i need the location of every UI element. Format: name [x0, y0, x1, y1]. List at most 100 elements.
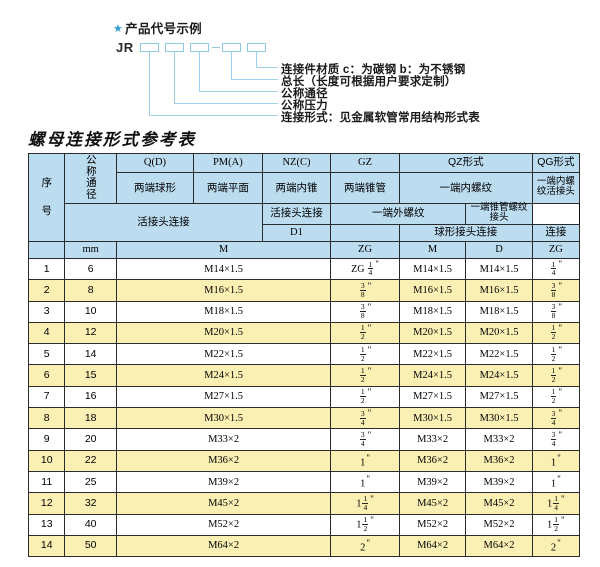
- row-thread-m: M18×1.5: [115, 300, 332, 323]
- header-endtype-qz: 一端内螺纹: [398, 171, 533, 205]
- code-box-2: [165, 43, 184, 52]
- table-row: 1 6 M14×1.5 ZG 1 4 " M14×1.5 M14×1.5 1 4 ": [27, 257, 581, 281]
- row-thread-m: M52×2: [115, 513, 332, 536]
- callout-bore: 公称通径: [281, 88, 328, 100]
- nut-connection-spec-table: 序 号 公称通径 Q(D) PM(A) NZ(C) GZ QZ形式 QG形式 两…: [27, 152, 581, 558]
- leader-line-length-h: [231, 79, 278, 81]
- row-qz-d: M64×2: [465, 534, 533, 558]
- row-qz-d: M16×1.5: [465, 279, 533, 302]
- code-box-1: [140, 43, 159, 52]
- row-qz-m: M39×2: [398, 470, 467, 494]
- table-row: 13 40 M52×2 1 1 2 " M52×2 M52×2 1 1 2 ": [27, 513, 581, 536]
- leader-line-length-v: [231, 52, 233, 80]
- row-gz-size: 3 4 ": [330, 428, 400, 451]
- row-gz-size: 3 4 ": [330, 407, 400, 430]
- row-thread-m: M22×1.5: [115, 343, 332, 366]
- row-gz-size: 1 1 4 ": [330, 492, 400, 515]
- product-code-prefix: JR: [116, 40, 134, 55]
- header-sym-qz-d: D: [465, 240, 533, 259]
- header-code-q: Q(D): [115, 153, 195, 173]
- header-row-end-types: 两端球形 两端平面 两端内锥 两端锥管 一端内螺纹 一端内螺纹活接头: [29, 171, 581, 205]
- callout-material: 连接件材质 c：为碳钢 b：为不锈钢: [281, 64, 466, 76]
- row-qz-m: M27×1.5: [398, 385, 467, 409]
- row-qg-zg: 3 8 ": [531, 279, 581, 302]
- row-qg-zg: 3 8 ": [531, 300, 581, 323]
- row-seq: 14: [27, 534, 66, 558]
- header-code-nz: NZ(C): [261, 153, 332, 173]
- row-thread-m: M14×1.5: [115, 257, 332, 281]
- header-endtype-nz: 两端内锥: [261, 171, 332, 205]
- row-nominal-bore: 22: [64, 449, 117, 472]
- row-thread-m: M33×2: [115, 428, 332, 451]
- header-conn-gz-blank: [330, 223, 400, 242]
- row-thread-m: M27×1.5: [115, 385, 332, 409]
- row-nominal-bore: 25: [64, 470, 117, 494]
- row-thread-m: M20×1.5: [115, 321, 332, 345]
- header-conn-qg-1: 一端锥管螺纹接头: [465, 203, 533, 225]
- row-nominal-bore: 32: [64, 492, 117, 515]
- product-code-heading-text: 产品代号示例: [125, 22, 202, 36]
- row-seq: 6: [27, 364, 66, 387]
- row-thread-m: M64×2: [115, 534, 332, 558]
- row-qz-d: M39×2: [465, 470, 533, 494]
- row-gz-size: ZG 1 4 ": [330, 257, 400, 281]
- row-seq: 7: [27, 385, 66, 409]
- row-qz-m: M24×1.5: [398, 364, 467, 387]
- header-seq: 序 号: [27, 153, 66, 242]
- row-thread-m: M16×1.5: [115, 279, 332, 302]
- row-qz-m: M14×1.5: [398, 257, 467, 281]
- header-sym-qz-m: M: [398, 240, 467, 259]
- row-qz-d: M18×1.5: [465, 300, 533, 323]
- row-qz-d: M27×1.5: [465, 385, 533, 409]
- table-row: 3 10 M18×1.5 3 8 " M18×1.5 M18×1.5 3 8 ": [27, 300, 581, 323]
- row-thread-m: M36×2: [115, 449, 332, 472]
- row-thread-m: M30×1.5: [115, 407, 332, 430]
- table-row: 4 12 M20×1.5 1 2 " M20×1.5 M20×1.5 1 2 ": [27, 321, 581, 345]
- row-nominal-bore: 40: [64, 513, 117, 536]
- row-qz-m: M33×2: [398, 428, 467, 451]
- table-row: 5 14 M22×1.5 1 2 " M22×1.5 M22×1.5 1 2 ": [27, 343, 581, 366]
- table-row: 6 15 M24×1.5 1 2 " M24×1.5 M24×1.5 1 2 ": [27, 364, 581, 387]
- row-thread-m: M45×2: [115, 492, 332, 515]
- row-thread-m: M24×1.5: [115, 364, 332, 387]
- row-qz-m: M16×1.5: [398, 279, 467, 302]
- row-seq: 10: [27, 449, 66, 472]
- table-row: 9 20 M33×2 3 4 " M33×2 M33×2 3 4 ": [27, 428, 581, 451]
- header-seq-blank: [27, 240, 66, 259]
- row-qz-m: M52×2: [398, 513, 467, 536]
- row-gz-size: 1 1 2 ": [330, 513, 400, 536]
- row-nominal-bore: 6: [64, 257, 117, 281]
- row-gz-size: 1 2 ": [330, 385, 400, 409]
- header-code-pm: PM(A): [193, 153, 263, 173]
- product-code-diagram: ★ 产品代号示例 JR 连接件材质 c：为碳钢 b：为不锈钢 总长（长度可根据用户…: [0, 0, 600, 124]
- header-endtype-gz: 两端锥管: [330, 171, 400, 205]
- row-qg-zg: 1 2 ": [531, 343, 581, 366]
- callout-conn-form: 连接形式：见金属软管常用结构形式表: [281, 112, 480, 124]
- row-qz-m: M18×1.5: [398, 300, 467, 323]
- table-body: 1 6 M14×1.5 ZG 1 4 " M14×1.5 M14×1.5 1 4 " 2 8 M16×1.5…: [27, 257, 581, 558]
- row-seq: 5: [27, 343, 66, 366]
- code-box-5: [247, 43, 266, 52]
- row-nominal-bore: 15: [64, 364, 117, 387]
- row-qz-m: M22×1.5: [398, 343, 467, 366]
- row-gz-size: 1": [330, 470, 400, 494]
- header-conn-qg-2: 连接: [531, 223, 581, 242]
- row-gz-size: 3 8 ": [330, 300, 400, 323]
- row-seq: 3: [27, 300, 66, 323]
- row-seq: 1: [27, 257, 66, 281]
- row-seq: 13: [27, 513, 66, 536]
- table-row: 14 50 M64×2 2" M64×2 M64×2 2": [27, 534, 581, 558]
- row-qg-zg: 1 2 ": [531, 364, 581, 387]
- row-qz-m: M36×2: [398, 449, 467, 472]
- row-thread-m: M39×2: [115, 470, 332, 494]
- row-seq: 4: [27, 321, 66, 345]
- row-gz-size: 3 8 ": [330, 279, 400, 302]
- callout-length: 总长（长度可根据用户要求定制）: [281, 76, 457, 88]
- row-gz-size: 1 2 ": [330, 364, 400, 387]
- row-seq: 11: [27, 470, 66, 494]
- header-endtype-pm: 两端平面: [193, 171, 263, 205]
- header-nominal-bore: 公称通径: [64, 152, 117, 205]
- header-code-qg: QG形式: [531, 153, 581, 173]
- header-endtype-qg: 一端内螺纹活接头: [531, 171, 581, 205]
- row-nominal-bore: 14: [64, 343, 117, 366]
